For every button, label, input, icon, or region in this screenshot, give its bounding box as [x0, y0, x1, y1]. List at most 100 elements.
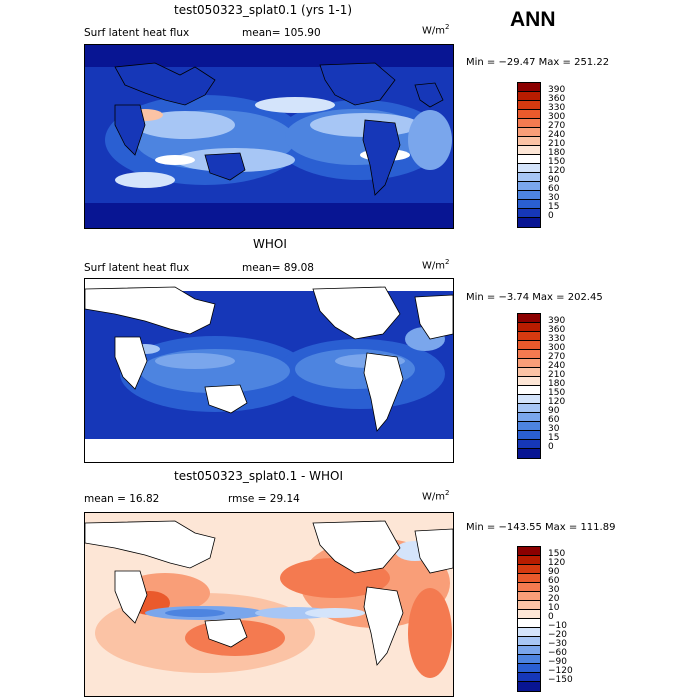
- panel3-units: W/m2: [422, 489, 450, 503]
- panel1-variable: Surf latent heat flux: [84, 27, 190, 39]
- panel2-cbar-cell: [518, 314, 540, 323]
- panel2-cbar-cell: [518, 431, 540, 440]
- panel1-title: test050323_splat0.1 (yrs 1-1): [174, 3, 353, 17]
- colorbar-tick: 90: [548, 567, 560, 577]
- colorbar-tick: 240: [548, 361, 566, 371]
- panel3-cbar-cell: [518, 547, 540, 556]
- colorbar-tick: 360: [548, 325, 566, 335]
- colorbar-tick: 390: [548, 316, 566, 326]
- colorbar-tick: 0: [548, 442, 554, 452]
- panel1-map: [84, 44, 454, 229]
- panel2-cbar-cell: [518, 395, 540, 404]
- colorbar-tick: 240: [548, 130, 566, 140]
- colorbar-tick: 30: [548, 424, 560, 434]
- panel1-cbar-cell: [518, 164, 540, 173]
- colorbar-tick: 15: [548, 433, 560, 443]
- panel2-variable: Surf latent heat flux: [84, 262, 190, 274]
- panel1-cbar-cell: [518, 173, 540, 182]
- panel1-units: W/m2: [422, 23, 450, 37]
- panel2-cbar-cell: [518, 422, 540, 431]
- colorbar-tick: −90: [548, 657, 567, 667]
- colorbar-tick: 150: [548, 549, 566, 559]
- colorbar-tick: 300: [548, 112, 566, 122]
- colorbar-tick: 120: [548, 397, 566, 407]
- panel3-cbar-cell: [518, 682, 540, 691]
- panel3-map-field: [85, 513, 453, 696]
- panel3-colorbar: [517, 546, 541, 692]
- colorbar-tick: 360: [548, 94, 566, 104]
- colorbar-tick: 180: [548, 148, 566, 158]
- colorbar-tick: 90: [548, 406, 560, 416]
- panel2-mean: mean= 89.08: [242, 262, 314, 274]
- panel3-cbar-cell: [518, 610, 540, 619]
- colorbar-tick: 60: [548, 184, 560, 194]
- panel3-title: test050323_splat0.1 - WHOI: [174, 469, 344, 483]
- colorbar-tick: 60: [548, 576, 560, 586]
- panel2-cbar-cell: [518, 404, 540, 413]
- panel2-map-field: [85, 279, 453, 462]
- panel1-cbar-cell: [518, 83, 540, 92]
- colorbar-tick: −120: [548, 666, 573, 676]
- colorbar-tick: 60: [548, 415, 560, 425]
- panel1-cbar-cell: [518, 92, 540, 101]
- colorbar-tick: 20: [548, 594, 560, 604]
- colorbar-tick: 210: [548, 139, 566, 149]
- panel2-cbar-cell: [518, 386, 540, 395]
- colorbar-tick: 270: [548, 121, 566, 131]
- colorbar-tick: 270: [548, 352, 566, 362]
- panel1-cbar-cell: [518, 182, 540, 191]
- panel3-cbar-cell: [518, 655, 540, 664]
- panel3-cbar-cell: [518, 565, 540, 574]
- colorbar-tick: −150: [548, 675, 573, 685]
- panel1-mean: mean= 105.90: [242, 27, 321, 39]
- colorbar-tick: −60: [548, 648, 567, 658]
- colorbar-tick: 30: [548, 585, 560, 595]
- season-label: ANN: [510, 8, 556, 31]
- colorbar-tick: −30: [548, 639, 567, 649]
- colorbar-tick: 120: [548, 558, 566, 568]
- colorbar-tick: 90: [548, 175, 560, 185]
- panel1-map-field: [85, 45, 453, 228]
- panel2-cbar-cell: [518, 350, 540, 359]
- panel2-cbar-cell: [518, 368, 540, 377]
- panel1-cbar-cell: [518, 101, 540, 110]
- panel1-cbar-cell: [518, 110, 540, 119]
- panel1-cbar-cell: [518, 137, 540, 146]
- panel1-colorbar: [517, 82, 541, 228]
- panel3-map: [84, 512, 454, 697]
- panel3-cbar-cell: [518, 673, 540, 682]
- panel2-title: WHOI: [253, 237, 287, 251]
- colorbar-tick: 120: [548, 166, 566, 176]
- panel3-mean: mean = 16.82: [84, 493, 160, 505]
- panel2-cbar-cell: [518, 359, 540, 368]
- panel2-cbar-cell: [518, 377, 540, 386]
- panel3-cbar-cell: [518, 556, 540, 565]
- panel1-cbar-cell: [518, 209, 540, 218]
- panel1-cbar-cell: [518, 200, 540, 209]
- colorbar-tick: 30: [548, 193, 560, 203]
- panel2-cbar-cell: [518, 332, 540, 341]
- colorbar-tick: −20: [548, 630, 567, 640]
- panel3-cbar-cell: [518, 628, 540, 637]
- colorbar-tick: 10: [548, 603, 560, 613]
- panel2-map: [84, 278, 454, 463]
- colorbar-tick: 390: [548, 85, 566, 95]
- panel3-cbar-cell: [518, 646, 540, 655]
- panel3-cbar-cell: [518, 664, 540, 673]
- panel2-minmax: Min = −3.74 Max = 202.45: [466, 292, 603, 303]
- panel3-cbar-cell: [518, 637, 540, 646]
- colorbar-tick: 330: [548, 334, 566, 344]
- panel2-cbar-cell: [518, 323, 540, 332]
- colorbar-tick: 330: [548, 103, 566, 113]
- panel2-cbar-cell: [518, 449, 540, 458]
- colorbar-tick: 210: [548, 370, 566, 380]
- colorbar-tick: 0: [548, 612, 554, 622]
- panel3-cbar-cell: [518, 574, 540, 583]
- colorbar-tick: 150: [548, 157, 566, 167]
- colorbar-tick: −10: [548, 621, 567, 631]
- panel1-minmax: Min = −29.47 Max = 251.22: [466, 57, 610, 68]
- panel1-cbar-cell: [518, 155, 540, 164]
- panel1-cbar-cell: [518, 218, 540, 227]
- colorbar-tick: 180: [548, 379, 566, 389]
- colorbar-tick: 300: [548, 343, 566, 353]
